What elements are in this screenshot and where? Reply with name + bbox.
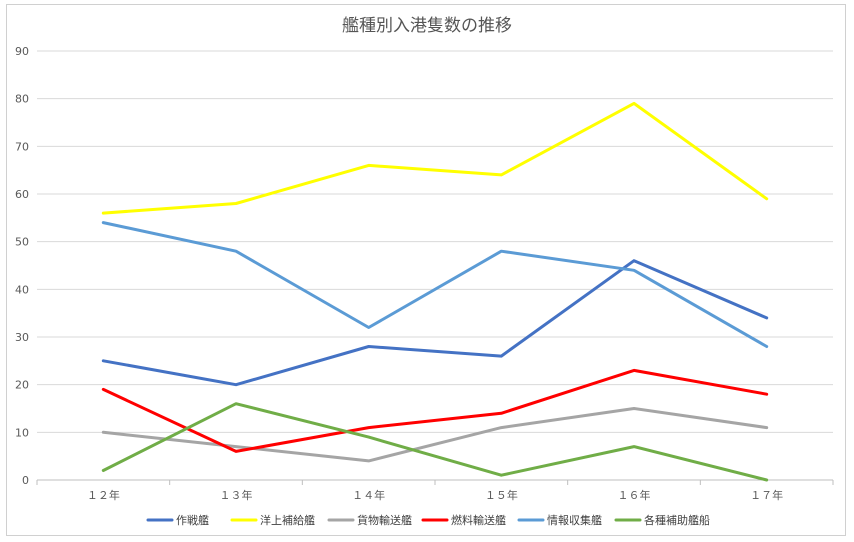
x-tick-label: １２年 [87, 488, 120, 502]
legend-label: 作戦艦 [176, 513, 209, 527]
y-tick-label: 90 [15, 45, 29, 58]
y-tick-label: 10 [15, 426, 29, 439]
y-tick-label: 30 [15, 331, 29, 344]
chart-title: 艦種別入港隻数の推移 [342, 16, 512, 36]
y-tick-label: 0 [22, 474, 29, 487]
y-tick-label: 20 [15, 379, 29, 392]
series-line-5 [101, 221, 769, 348]
x-tick-label: １６年 [618, 488, 651, 502]
legend-label: 貨物輸送艦 [357, 513, 412, 527]
legend-label: 燃料輸送艦 [451, 513, 506, 527]
series-line-2 [101, 101, 769, 215]
y-tick-label: 70 [15, 140, 29, 153]
gridlines [37, 50, 833, 433]
x-tick-label: １７年 [750, 488, 783, 502]
x-tick-label: １４年 [352, 488, 385, 502]
x-tick-label: １３年 [220, 488, 253, 502]
legend: 作戦艦 洋上補給艦 貨物輸送艦 燃料輸送艦 情報収集艦 各種補助艦船 [146, 513, 710, 527]
series-line-6 [101, 402, 769, 482]
y-tick-label: 50 [15, 236, 29, 249]
series-line-3 [101, 407, 769, 463]
series-line-1 [101, 259, 769, 387]
legend-label: 情報収集艦 [547, 513, 602, 527]
series-line-4 [101, 368, 769, 453]
y-tick-label: 80 [15, 93, 29, 106]
legend-label: 各種補助艦船 [644, 513, 710, 527]
series-lines [101, 101, 769, 482]
y-tick-label: 40 [15, 283, 29, 296]
legend-label: 洋上補給艦 [260, 513, 315, 527]
x-tick-label: １５年 [485, 488, 518, 502]
axes: 0 10 20 30 40 50 60 70 80 90 １２年 １３年 １４年 １５年 １６年 １７年 [15, 45, 834, 502]
y-tick-label: 60 [15, 188, 29, 201]
